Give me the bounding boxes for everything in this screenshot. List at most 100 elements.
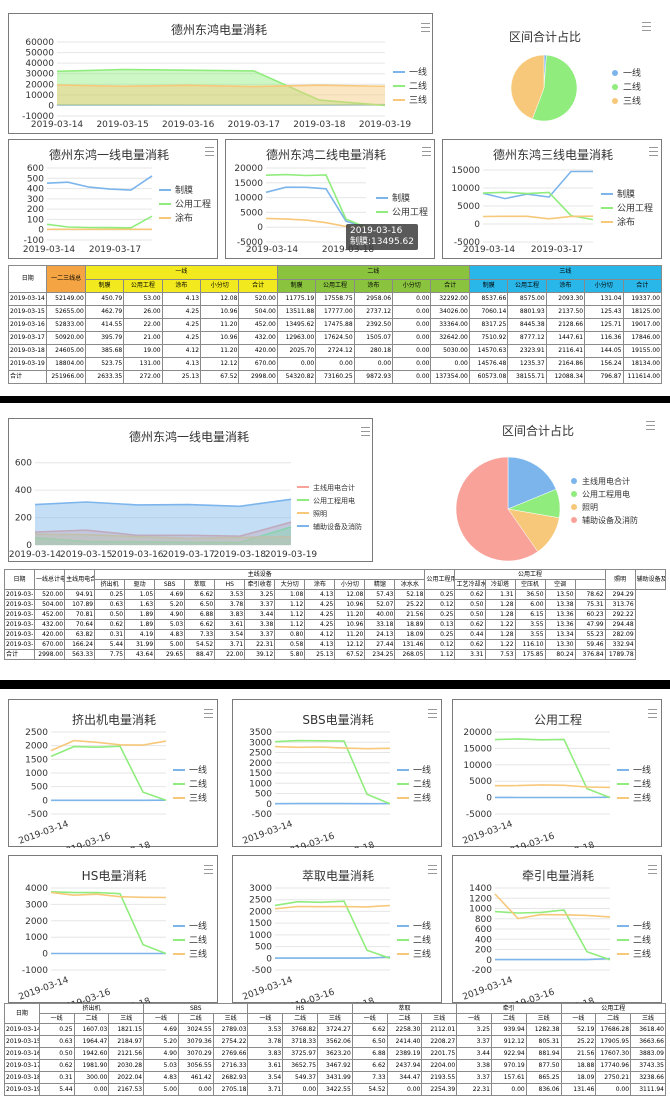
table-cell: 9872.93 [353,370,394,384]
table-cell: 2204.00 [421,1059,458,1072]
table-cell: 1.12 [274,609,306,620]
table-cell: 4.83 [154,629,186,640]
table-cell: 3.37 [456,1035,492,1048]
y-tick-label: 1000 [249,779,272,789]
series-line-公用工程 [265,173,367,228]
chart-menu-icon[interactable] [204,709,213,718]
chart-menu-icon[interactable] [428,865,437,874]
y-tick-label: 0 [486,794,492,804]
table-cell: 3.83 [214,609,246,620]
series-line-二线 [494,738,611,799]
table-cell: 313.76 [604,599,636,610]
table-cell: 67.52 [334,649,366,660]
table-cell: 70.81 [64,609,96,620]
chart-menu-icon[interactable] [648,865,657,874]
table-cell: 7.75 [94,649,126,660]
table-cell: 272.00 [123,370,163,384]
table-cell: 7.33 [184,629,216,640]
y-tick-label: 5000 [240,208,263,218]
legend-label: 一线 [413,920,431,932]
table-cell: 0.50 [454,599,486,610]
table-cell: 2789.03 [212,1023,249,1036]
table-cell: 549.37 [282,1071,319,1084]
table-cell: 10.96 [200,331,240,345]
table-cell: 0.62 [454,639,486,650]
table-cell: 0.50 [38,1047,75,1060]
table-cell: 3024.55 [177,1023,214,1036]
table-row: 2019-03-15 0.63 1964.47 2184.97 5.20 3079.36 2… [4,1035,666,1048]
table-cell: 40.00 [364,609,396,620]
table-cell: 0.25 [38,1023,75,1036]
y-tick-label: 600 [475,925,492,935]
series-area-二线 [57,69,385,106]
table-subheader: 公用工程 [507,278,547,293]
table-cell: 18.09 [394,629,426,640]
chart-menu-icon[interactable] [205,147,214,156]
table-cell: 8801.93 [507,305,547,319]
y-tick-label: 0 [38,226,44,236]
table-cell: 116.36 [584,331,624,345]
chart-menu-icon[interactable] [649,147,658,156]
table-cell: 0.00 [315,357,355,371]
table-subheader: 萃取 [184,579,216,590]
equipment-chart-6: 牵引电量消耗 1400 1200 1000 800 600 400 200 0 -200 2019-… [452,855,662,1004]
table-cell: 6.62 [351,1059,388,1072]
series-line-二线 [56,68,386,107]
table-row: 2019-03-19670.00166.245.4431.995.0054.52… [3,639,666,650]
table-cell: 2167.53 [108,1083,145,1096]
row-date: 合计 [3,649,36,660]
table-cell: 3883.09 [630,1047,666,1060]
table-cell: 94.91 [64,589,96,600]
table-cell: 22.00 [123,318,163,332]
y-tick-label: 40000 [25,59,54,69]
table-cell: 3663.66 [630,1035,666,1048]
table-cell: 4.12 [161,344,202,358]
table-cell: 0.00 [392,357,432,371]
table-cell: 2323.91 [507,344,547,358]
pie-menu-icon[interactable] [642,22,651,31]
y-tick-label: 500 [255,790,272,800]
chart-menu-icon[interactable] [361,427,370,436]
x-tick-label: 2019-03-14 [461,819,514,846]
table-cell: 3.61 [214,619,246,630]
table-cell: 504.00 [238,305,278,319]
series-line-三线 [274,745,391,750]
table-cell: 53.00 [123,292,163,306]
legend-label: 二线 [189,934,207,946]
y-tick-label: 20000 [463,728,492,738]
equipment-chart-4: HS电量消耗 4000 3000 2000 1000 0 -1000 2019-03-14 20… [8,855,218,1004]
series-line-三线 [50,891,167,899]
row-date: 2019-03-19 [4,1083,40,1096]
table-cell: 3.71 [214,639,246,650]
chart-menu-icon[interactable] [421,23,430,32]
table-subheader: 空调 [544,579,576,590]
table-subheader: 涂布 [353,278,394,293]
table-cell: 17686.28 [595,1023,632,1036]
chart-menu-icon[interactable] [648,709,657,718]
small-chart-3: 德州东鸿三线电量消耗 15000 10000 5000 0 -5000 2019-03-14… [442,139,662,259]
table-cell: 26.00 [123,305,163,319]
table-cell: 17777.00 [315,305,355,319]
y-tick-label: 2500 [249,749,272,759]
table-cell: 0.80 [274,629,306,640]
table-cell: 1.12 [274,599,306,610]
table-header: 公用工程 [560,1003,666,1014]
table-cell: 11.20 [200,344,240,358]
row-date: 2019-03-15 [4,1035,40,1048]
pie-menu-icon[interactable] [646,421,655,430]
chart-menu-icon[interactable] [204,865,213,874]
table-cell: 0.00 [392,318,432,332]
equipment-chart-1: 挤出机电量消耗 2500 2000 1500 1000 500 0 -500 2019-03-1… [8,699,218,848]
pie-slice-辅助设备及消防 [455,456,539,561]
y-tick-label: 0 [42,950,48,960]
table-cell: 39.12 [244,649,276,660]
y-tick-label: 400 [27,185,44,195]
table-cell: 3422.55 [317,1083,353,1096]
chart-menu-icon[interactable] [428,709,437,718]
chart-menu-icon[interactable] [422,147,431,156]
table-cell: 0.00 [392,370,432,384]
y-tick-label: 1500 [25,755,48,765]
table-cell: 796.87 [584,370,624,384]
table-cell: 5.20 [143,1035,179,1048]
table-cell: 2414.40 [386,1035,423,1048]
